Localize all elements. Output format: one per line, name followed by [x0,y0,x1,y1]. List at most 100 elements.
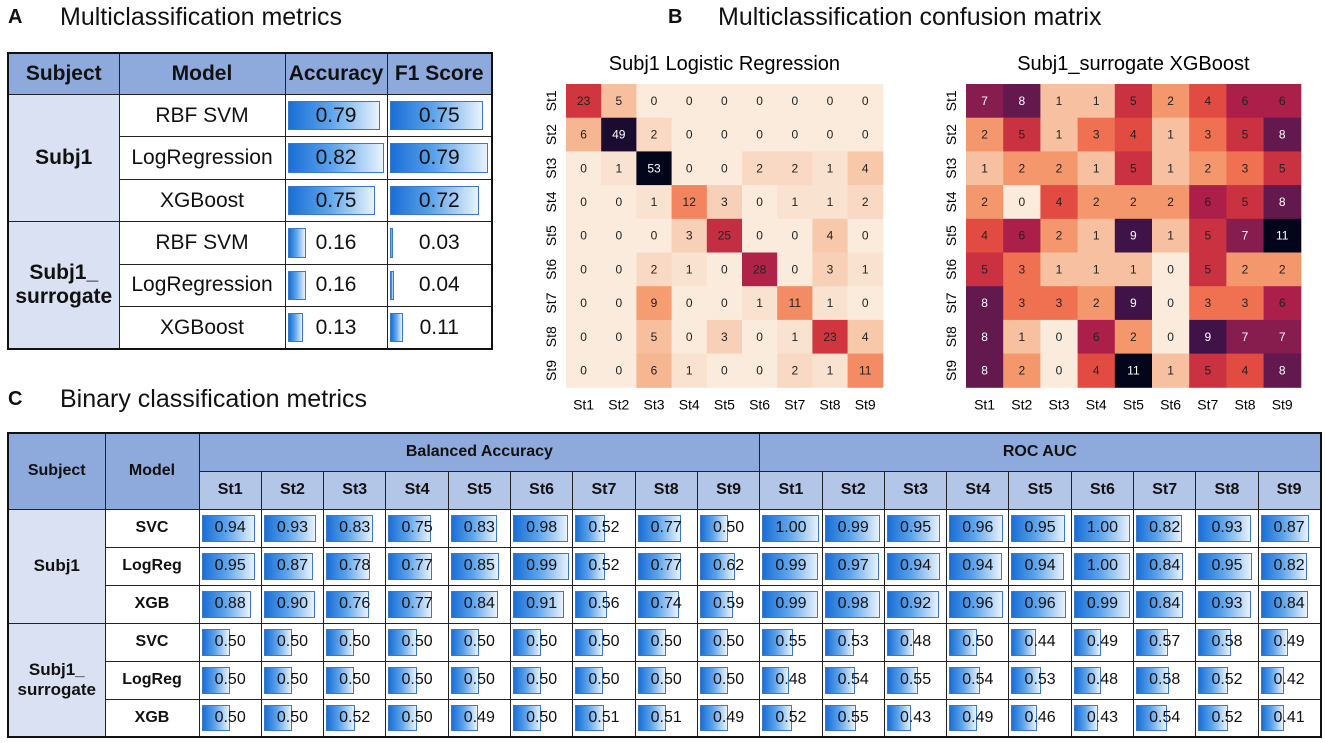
heatmap-value: 4 [1093,363,1100,377]
heatmap-value: 0 [721,161,728,175]
metric-value: 0.50 [526,708,558,726]
table-row: LogRegression 0.16 0.04 [8,263,493,308]
metric-cell: 0.54 [1133,698,1197,738]
metric-cell: 0.52 [323,698,387,738]
heatmap-cell [847,319,884,355]
metric-bar [201,590,252,618]
heatmap-cell [1077,252,1116,287]
x-tick-label: St9 [1272,396,1293,412]
x-tick-label: St7 [784,396,805,412]
heatmap-cell [812,84,849,119]
heatmap-cell [671,84,708,119]
metric-cell: 0.03 [386,221,493,265]
model-cell: XGB [104,698,200,738]
heatmap-value: 0 [580,195,587,209]
metric-bar [389,313,404,342]
heatmap-value: 2 [791,161,798,175]
metric-bar [450,628,479,656]
metric-value: 0.50 [526,633,558,650]
heatmap-value: 3 [721,330,728,344]
heatmap-value: 3 [1093,128,1100,142]
heatmap-cell [1152,84,1190,119]
heatmap-value: 1 [1130,262,1137,276]
subject-cell: Subj1_ surrogate [7,221,120,350]
metric-bar [450,514,498,542]
heatmap-cell [706,117,743,152]
metric-bar [1260,514,1310,542]
metric-value: 0.48 [775,671,807,688]
metric-value: 0.50 [401,708,433,726]
metric-value: 0.50 [713,633,745,650]
class-header: St2 [821,470,885,510]
heatmap-cell [1152,353,1190,388]
heatmap-value: 1 [1167,363,1174,377]
metric-cell: 0.87 [1257,508,1322,548]
heatmap-value: 4 [981,229,988,243]
heatmap-value: 0 [615,229,622,243]
metric-bar [1073,590,1130,618]
heatmap-value: 9 [1204,330,1211,344]
metric-cell: 0.50 [323,660,387,700]
metric-value: 0.59 [713,595,745,612]
metric-cell: 0.95 [198,546,262,586]
metric-value: 0.93 [276,519,309,536]
heatmap-value: 3 [1242,296,1249,310]
heatmap-value: 5 [981,262,988,276]
metric-value: 0.54 [837,671,869,688]
metric-cell: 0.54 [821,660,885,700]
metric-cell: 0.83 [447,508,511,548]
metric-value: 0.54 [1149,708,1181,726]
heatmap-value: 5 [1242,128,1249,142]
metric-bar [1136,666,1169,694]
heatmap-cell [1189,252,1227,287]
metric-bar [637,590,680,618]
metric-value: 0.77 [650,557,682,574]
metric-value: 0.49 [463,708,495,726]
heatmap-cell [777,252,813,287]
metric-value: 0.48 [899,633,932,650]
metric-value: 0.50 [214,708,246,726]
heatmap-cell [812,353,849,388]
metric-cell: 0.91 [509,584,574,624]
metric-bar [1198,704,1228,731]
heatmap-value: 5 [651,330,658,344]
metric-cell: 0.75 [284,178,388,223]
heatmap-cell [671,117,708,152]
metric-value: 0.84 [463,595,495,612]
metric-value: 0.50 [650,633,682,650]
heatmap-value: 8 [1279,195,1286,209]
model-cell: SVC [104,622,200,662]
metric-cell: 0.77 [385,546,449,586]
heatmap-value: 6 [1279,94,1286,108]
heatmap-value: 6 [1093,330,1100,344]
metric-value: 0.50 [339,671,371,688]
heatmap-value: 2 [791,363,798,377]
metric-cell: 0.50 [572,622,636,662]
metric-cell: 0.51 [634,698,698,738]
heatmap-value: 1 [651,195,658,209]
heatmap-value: 0 [615,363,622,377]
panel-c-title: Binary classification metrics [60,385,368,413]
x-tick-label: St1 [974,396,995,412]
table-row: LogReg 0.95 0.87 0.78 0.77 0.85 0.99 0.52 0.77 0.… [8,546,1322,586]
metric-cell: 0.44 [1008,622,1072,662]
metric-bar [886,552,940,580]
heatmap-cell [671,319,708,355]
metric-cell: 0.93 [260,508,325,548]
metric-bar [762,514,819,542]
metric-value: 0.50 [401,671,433,688]
heatmap-value: 1 [1018,330,1025,344]
heatmap-value: 8 [981,296,988,310]
metric-cell: 0.88 [198,584,262,624]
metric-value: 0.52 [588,519,620,536]
metric-cell: 0.62 [696,546,761,586]
metric-bar [263,552,313,580]
metric-value: 0.55 [775,633,807,650]
metric-bar [1136,628,1169,656]
heatmap-title: Subj1_surrogate XGBoost [1017,53,1250,75]
metric-cell: 0.52 [1195,698,1259,738]
heatmap-value: 7 [1279,330,1286,344]
metric-bar [762,552,819,580]
heatmap-cell [636,319,673,355]
metric-bar [450,704,479,731]
